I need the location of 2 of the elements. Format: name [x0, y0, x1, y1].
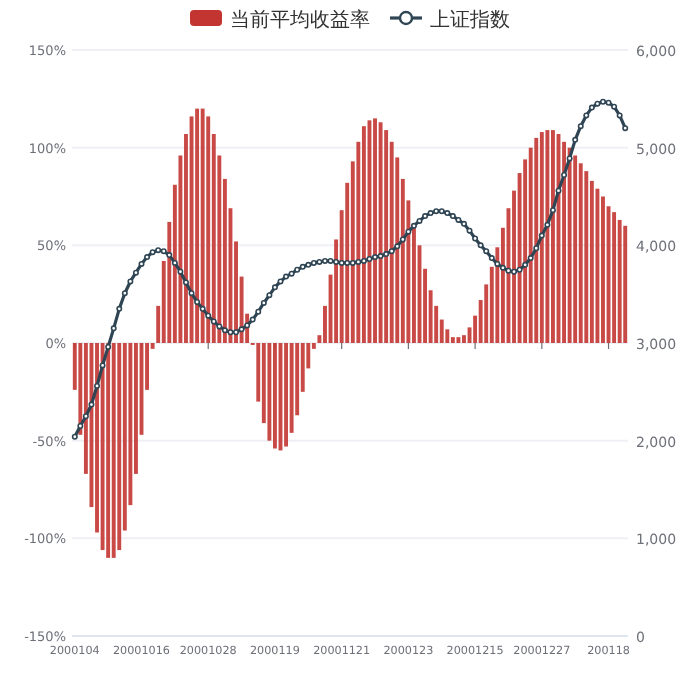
legend-label: 上证指数: [430, 8, 510, 32]
legend-label: 当前平均收益率: [230, 8, 370, 32]
